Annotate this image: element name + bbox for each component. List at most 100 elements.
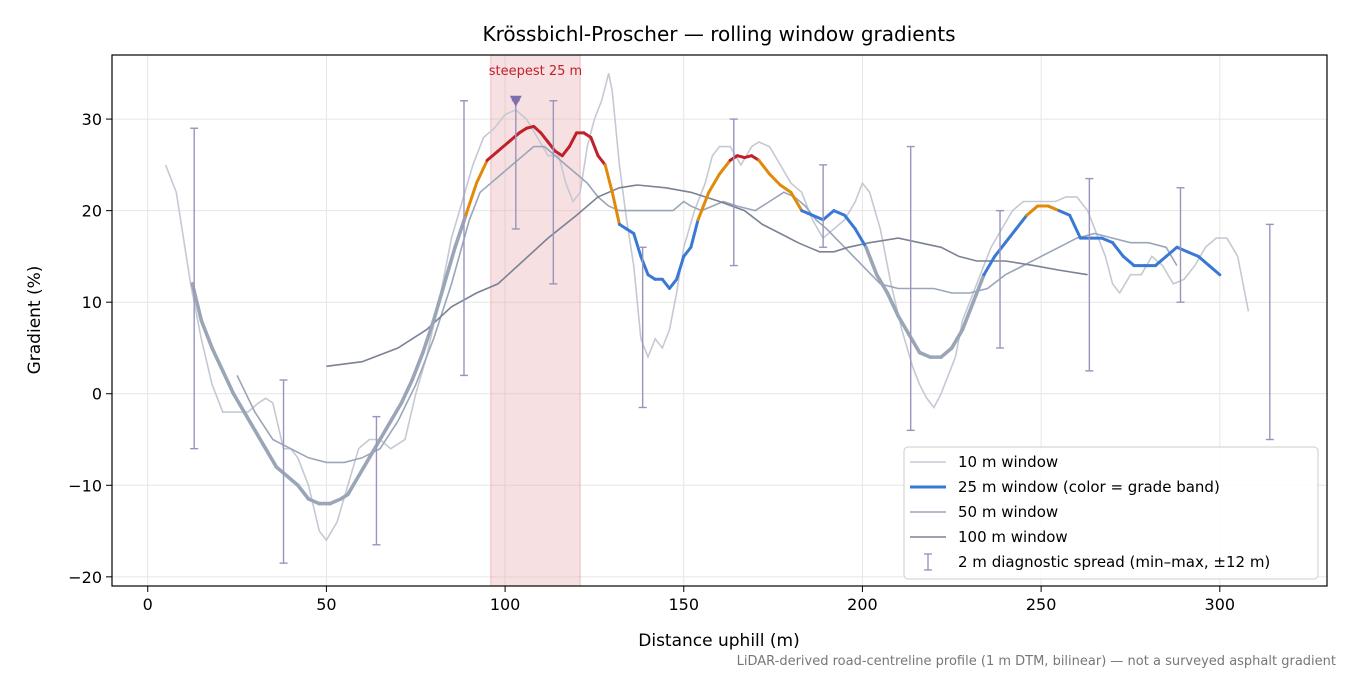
series-segment-25m <box>896 314 911 337</box>
series-segment-25m <box>199 318 214 350</box>
series-lines <box>164 73 1250 542</box>
series-segment-25m <box>864 245 879 277</box>
series-segment-25m <box>1207 264 1222 277</box>
series-segment-25m <box>800 209 814 217</box>
series-segment-25m <box>718 158 732 176</box>
series-segment-25m <box>667 277 679 290</box>
series-segment-25m <box>1046 204 1061 213</box>
error-bars <box>190 95 1274 564</box>
y-tick-label: 10 <box>82 293 102 312</box>
series-segment-25m <box>532 124 543 135</box>
series-segment-25m <box>874 272 890 295</box>
series-segment-25m <box>660 277 671 290</box>
footnote: LiDAR-derived road-centreline profile (1… <box>737 654 1336 669</box>
legend-label: 2 m diagnostic spread (min–max, ±12 m) <box>958 553 1270 571</box>
series-segment-25m <box>982 254 997 277</box>
highlight-label: steepest 25 m <box>489 64 582 79</box>
y-tick-label: 30 <box>82 110 102 129</box>
series-segment-25m <box>689 218 700 249</box>
series-line-100m <box>326 184 1088 368</box>
series-segment-25m <box>496 140 511 153</box>
series-segment-25m <box>971 272 986 304</box>
axis-ticks: 0 50 100 150 200 250 300 −20 −10 0 10 20 30 <box>68 110 1235 614</box>
series-segment-25m <box>1111 241 1125 258</box>
series-segment-25m <box>220 369 236 396</box>
legend-label: 50 m window <box>958 503 1058 521</box>
series-segment-25m <box>274 465 289 478</box>
series-segment-25m <box>378 419 393 442</box>
series-segment-25m <box>832 209 847 217</box>
series-segment-25m <box>367 437 382 460</box>
legend-box <box>903 446 1319 580</box>
series-segment-25m <box>1057 209 1072 217</box>
x-tick-label: 0 <box>143 595 153 614</box>
series-segment-25m <box>596 154 607 167</box>
series-segment-25m <box>485 149 500 162</box>
x-tick-label: 100 <box>490 595 521 614</box>
series-segment-25m <box>1121 254 1136 268</box>
series-segment-25m <box>539 131 550 144</box>
series-segment-25m <box>682 245 693 258</box>
series-segment-25m <box>442 245 457 286</box>
series-segment-25m <box>610 190 621 226</box>
x-tick-label: 150 <box>668 595 699 614</box>
y-tick-label: 20 <box>82 202 102 221</box>
series-segment-25m <box>285 474 300 488</box>
series-segment-25m <box>939 346 954 359</box>
series-segment-25m <box>1025 204 1040 217</box>
series-segment-25m <box>1014 213 1029 231</box>
legend-label: 10 m window <box>958 453 1058 471</box>
y-tick-label: −10 <box>68 476 102 495</box>
series-segment-25m <box>843 213 857 231</box>
series-segment-25m <box>821 209 836 222</box>
series-segment-25m <box>263 446 279 469</box>
series-segment-25m <box>917 350 933 359</box>
legend: 10 m window 25 m window (color = grade ba… <box>903 446 1319 580</box>
series-segment-25m <box>632 232 643 258</box>
y-tick-label: −20 <box>68 568 102 587</box>
x-axis-label: Distance uphill (m) <box>638 631 799 651</box>
series-segment-25m <box>757 158 772 176</box>
series-segment-25m <box>1153 254 1168 268</box>
series-segment-25m <box>346 474 361 497</box>
series-segment-25m <box>253 428 268 451</box>
series-segment-25m <box>696 190 711 222</box>
series-line-50m <box>236 145 1178 464</box>
series-segment-25m <box>231 391 247 414</box>
series-segment-25m <box>306 497 322 506</box>
legend-label: 25 m window (color = grade band) <box>958 478 1220 496</box>
series-segment-25m <box>210 346 225 373</box>
series-segment-25m <box>296 483 311 501</box>
x-tick-label: 200 <box>847 595 878 614</box>
series-segment-25m <box>1100 236 1115 245</box>
series-segment-25m <box>567 131 579 149</box>
series-segment-25m <box>778 183 793 194</box>
series-segment-25m <box>1003 227 1018 245</box>
series-segment-25m <box>507 131 521 144</box>
series-segment-25m <box>853 227 868 249</box>
series-segment-25m <box>675 254 686 281</box>
series-segment-25m <box>464 181 478 217</box>
chart-title: Krössbichl-Proscher — rolling window gra… <box>482 22 955 46</box>
series-segment-25m <box>410 350 425 382</box>
series-segment-25m <box>1175 245 1190 254</box>
series-segment-25m <box>475 158 489 185</box>
series-segment-25m <box>1068 213 1082 240</box>
y-axis-label: Gradient (%) <box>25 266 45 375</box>
series-segment-25m <box>960 300 976 332</box>
series-segment-25m <box>1164 245 1179 258</box>
series-segment-25m <box>328 497 343 506</box>
series-segment-25m <box>421 318 436 355</box>
series-segment-25m <box>885 291 900 318</box>
series-segment-25m <box>1186 250 1200 258</box>
series-segment-25m <box>603 163 614 194</box>
series-segment-25m <box>707 172 721 194</box>
steepest-marker <box>509 95 522 107</box>
series-segment-25m <box>388 401 404 424</box>
series-segment-25m <box>560 145 571 158</box>
series-segment-25m <box>399 378 414 405</box>
x-tick-label: 50 <box>316 595 336 614</box>
series-segment-25m <box>431 282 447 323</box>
y-tick-label: 0 <box>92 385 102 404</box>
